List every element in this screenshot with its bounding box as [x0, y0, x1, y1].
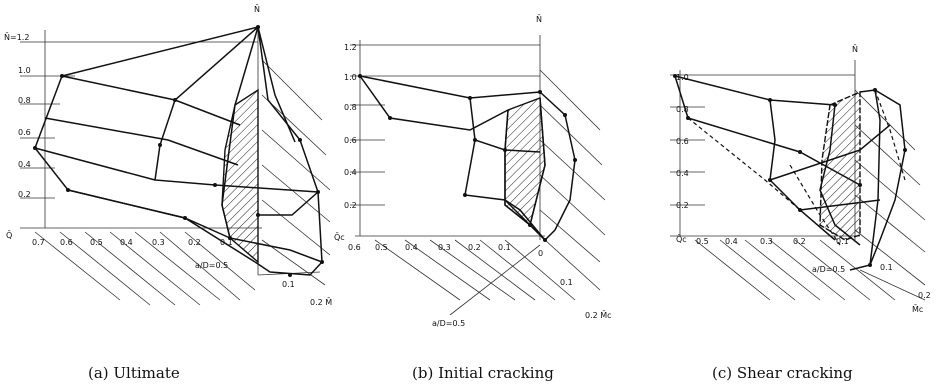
panel-a-n-tick-5: 0.2 — [18, 190, 31, 199]
panel-a-ratio-label: a/D=0.5 — [195, 261, 228, 270]
panel-a-q-tick-1: 0.7 — [32, 238, 45, 247]
panel-b-n-tick-1: 1.2 — [344, 43, 357, 52]
panel-a-q-tick-5: 0.3 — [152, 238, 165, 247]
panel-b-nodes — [358, 74, 577, 242]
panel-c-diagram: N̄ 1.0 0.8 0.6 0.4 0.2 Q̄c 0.5 0.4 0.3 0… — [670, 44, 931, 314]
panel-c-q-tick-4: 0.2 — [793, 237, 806, 246]
panel-a-n-tick-2: 0.8 — [18, 96, 31, 105]
panel-b-n-axis-label: N̄ — [536, 14, 542, 24]
panel-c-q-tick-3: 0.3 — [760, 237, 773, 246]
panel-c-n-tick-2: 0.8 — [676, 105, 689, 114]
panel-b-q-tick-2: 0.5 — [375, 243, 388, 252]
panel-b-ratio-label: a/D=0.5 — [432, 319, 465, 328]
panel-b-n-tick-5: 0.4 — [344, 168, 357, 177]
panel-b-q-tick-4: 0.3 — [438, 243, 451, 252]
panel-a-q-tick-6: 0.2 — [188, 238, 201, 247]
panel-c-n-tick-5: 0.2 — [676, 201, 689, 210]
panel-a-q-tick-3: 0.5 — [90, 238, 103, 247]
panel-a-diagram: N̄ N̄=1.2 1.0 0.8 0.6 0.4 0.2 Q̄ 0.7 0.6… — [4, 4, 332, 307]
caption-b: (b) Initial cracking — [412, 364, 554, 382]
panel-b-q-tick-5: 0.2 — [468, 243, 481, 252]
panel-b-n-tick-6: 0.2 — [344, 201, 357, 210]
panel-b-m-axis-label: 0.2 M̄c — [585, 310, 612, 320]
panel-b-q-tick-1: 0.6 — [348, 243, 361, 252]
panel-b-m-tick: 0.1 — [560, 278, 573, 287]
panel-c-envelope-dashed — [687, 89, 906, 246]
panel-b-diagram: N̄ 1.2 1.0 0.8 0.6 0.4 0.2 Q̄c 0.6 0.5 0… — [334, 14, 612, 328]
panel-b-grid — [350, 35, 606, 316]
panel-a-n-tick-3: 0.6 — [18, 128, 31, 137]
caption-a: (a) Ultimate — [88, 364, 180, 382]
panel-a-q-tick-2: 0.6 — [60, 238, 73, 247]
panel-c-n-axis-label: N̄ — [852, 44, 858, 54]
panel-a-nodes — [33, 25, 324, 277]
panel-b-q-axis-label: Q̄c — [334, 232, 345, 242]
panel-a-n-max-tick: N̄=1.2 — [4, 32, 29, 42]
panel-b-q-tick-6: 0.1 — [498, 243, 511, 252]
panel-b-n-tick-2: 1.0 — [344, 73, 357, 82]
panel-a-q-tick-4: 0.4 — [120, 238, 133, 247]
panel-c-n-tick-4: 0.4 — [676, 169, 689, 178]
panel-c-ratio-label: a/D=0.5 — [812, 265, 845, 274]
panel-a-n-tick-4: 0.4 — [18, 160, 31, 169]
panel-c-n-tick-3: 0.6 — [676, 137, 689, 146]
panel-a-m-axis-label: 0.2 M̄ — [310, 297, 332, 307]
panel-a-m-tick: 0.1 — [282, 280, 295, 289]
panel-b-q-tick-3: 0.4 — [405, 243, 418, 252]
panel-c-q-tick-2: 0.4 — [725, 237, 738, 246]
panel-a-envelope — [34, 26, 323, 276]
panel-c-m-tick: 0.1 — [880, 263, 893, 272]
panel-a-n-axis-label: N̄ — [254, 4, 260, 14]
panel-c-m-tick-end: 0.2 — [918, 291, 931, 300]
panel-c-m-axis-label: M̄c — [912, 304, 923, 314]
caption-c: (c) Shear cracking — [712, 364, 853, 382]
panel-c-nodes — [673, 74, 907, 267]
panel-a-grid — [20, 30, 331, 306]
panel-b-n-tick-3: 0.8 — [344, 103, 357, 112]
panel-c-q-tick-1: 0.5 — [696, 237, 709, 246]
panel-b-origin-label: 0 — [538, 249, 543, 258]
panel-c-n-tick-1: 1.0 — [676, 73, 689, 82]
panel-c-q-tick-5: 0.1 — [836, 237, 849, 246]
panel-b-n-tick-4: 0.6 — [344, 136, 357, 145]
panel-a-q-axis-label: Q̄ — [6, 230, 12, 240]
figure-svg: N̄ N̄=1.2 1.0 0.8 0.6 0.4 0.2 Q̄ 0.7 0.6… — [4, 4, 931, 328]
panel-a-n-tick-1: 1.0 — [18, 66, 31, 75]
panel-c-q-axis-label: Q̄c — [676, 234, 687, 244]
panel-a-q-tick-7: 0.1 — [220, 238, 233, 247]
